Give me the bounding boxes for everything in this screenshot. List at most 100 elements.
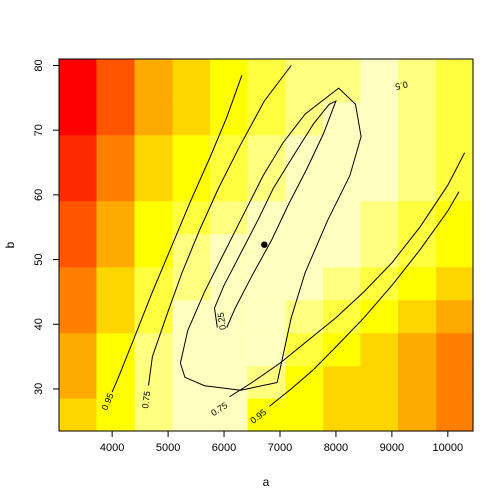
heatmap-cell [323,168,361,202]
heatmap-cell [361,59,399,102]
heatmap-cell [398,300,437,334]
heatmap-cell [398,234,437,268]
heatmap-cell [286,59,324,102]
heatmap-cell [59,201,97,235]
heatmap-cell [59,300,97,334]
heatmap-cell [398,333,437,367]
y-axis-title: b [3,241,17,248]
y-tick-label: 80 [33,59,45,71]
heatmap-cell [323,300,361,334]
heatmap-cell [323,267,361,301]
heatmap-cell [436,366,474,399]
heatmap-cell [286,398,324,432]
heatmap-cell [135,201,174,235]
heatmap-cell [436,59,474,102]
heatmap-cell [398,201,437,235]
x-tick-label: 6000 [212,442,236,454]
heatmap-cell [59,234,97,268]
heatmap-cell [96,102,135,136]
heatmap-cell [398,168,437,202]
heatmap-cell [286,267,324,301]
heatmap-cell [361,366,399,399]
heatmap-cell [436,267,474,301]
heatmap-cell [323,398,361,432]
heatmap-cell [436,135,474,169]
heatmap-cell [96,168,135,202]
heatmap-cell [59,102,97,136]
y-tick-label: 30 [33,383,45,395]
heatmap-cell [173,102,211,136]
heatmap-cell [210,59,248,102]
heatmap-cell [361,300,399,334]
x-axis-title: a [263,475,270,489]
heatmap-cell [361,398,399,432]
heatmap-cell [436,168,474,202]
heatmap-cell [59,398,97,432]
heatmap-cell [248,102,287,136]
heatmap-cell [248,59,287,102]
x-tick-label: 10000 [433,442,464,454]
y-axis: 30 40 50 60 70 80 [33,59,59,395]
heatmap-cell [436,102,474,136]
heatmap-cell [135,102,174,136]
heatmap-cell [173,398,211,432]
x-tick-label: 5000 [156,442,180,454]
x-tick-label: 8000 [324,442,348,454]
heatmap-cell [436,398,474,432]
heatmap-cell [210,333,248,367]
x-tick-label: 9000 [380,442,404,454]
heatmap-cell [59,135,97,169]
heatmap-cell [210,168,248,202]
heatmap-cell [323,234,361,268]
heatmap-cell [173,300,211,334]
optimum-point [261,242,267,248]
heatmap-cell [96,201,135,235]
x-tick-label: 7000 [268,442,292,454]
heatmap-cell [286,234,324,268]
heatmap-cell [361,135,399,169]
heatmap-cell [398,267,437,301]
heatmap-cell [323,135,361,169]
heatmap-cell [436,234,474,268]
heatmap-cell [323,333,361,367]
heatmap-cell [96,59,135,102]
heatmap-cell [286,366,324,399]
heatmap-cell [248,267,287,301]
heatmap-cell [135,135,174,169]
y-tick-label: 50 [33,253,45,265]
x-axis: 4000 5000 6000 7000 8000 9000 10000 [100,431,463,454]
heatmap-cell [173,333,211,367]
heatmap-cell [248,135,287,169]
heatmap-cell [248,234,287,268]
heatmap-cell [135,300,174,334]
x-tick-label: 4000 [100,442,124,454]
heatmap-cell [436,201,474,235]
heatmap-cell [96,267,135,301]
heatmap-cell [59,267,97,301]
heatmap-cell [398,366,437,399]
heatmap-cell [173,366,211,399]
heatmap-cell [135,59,174,102]
heatmap-cell [286,333,324,367]
heatmap-cell [361,201,399,235]
heatmap-cell [173,168,211,202]
heatmap-cell [286,135,324,169]
heatmap-cell [135,168,174,202]
heatmap-cell [59,168,97,202]
heatmap-cell [361,333,399,367]
y-tick-label: 40 [33,318,45,330]
y-tick-label: 70 [33,124,45,136]
heatmap-cell [436,333,474,367]
heatmap-cell [248,333,287,367]
heatmap-cell [361,102,399,136]
heatmap-cell [210,366,248,399]
heatmap-cell [436,300,474,334]
heatmap-cell [59,59,97,102]
heatmap-cell [135,267,174,301]
heatmap-cell [96,234,135,268]
heatmap-cell [210,102,248,136]
heatmap-cell [173,59,211,102]
heatmap-cell [398,135,437,169]
heatmap-cell [135,366,174,399]
heatmap-cell [248,300,287,334]
